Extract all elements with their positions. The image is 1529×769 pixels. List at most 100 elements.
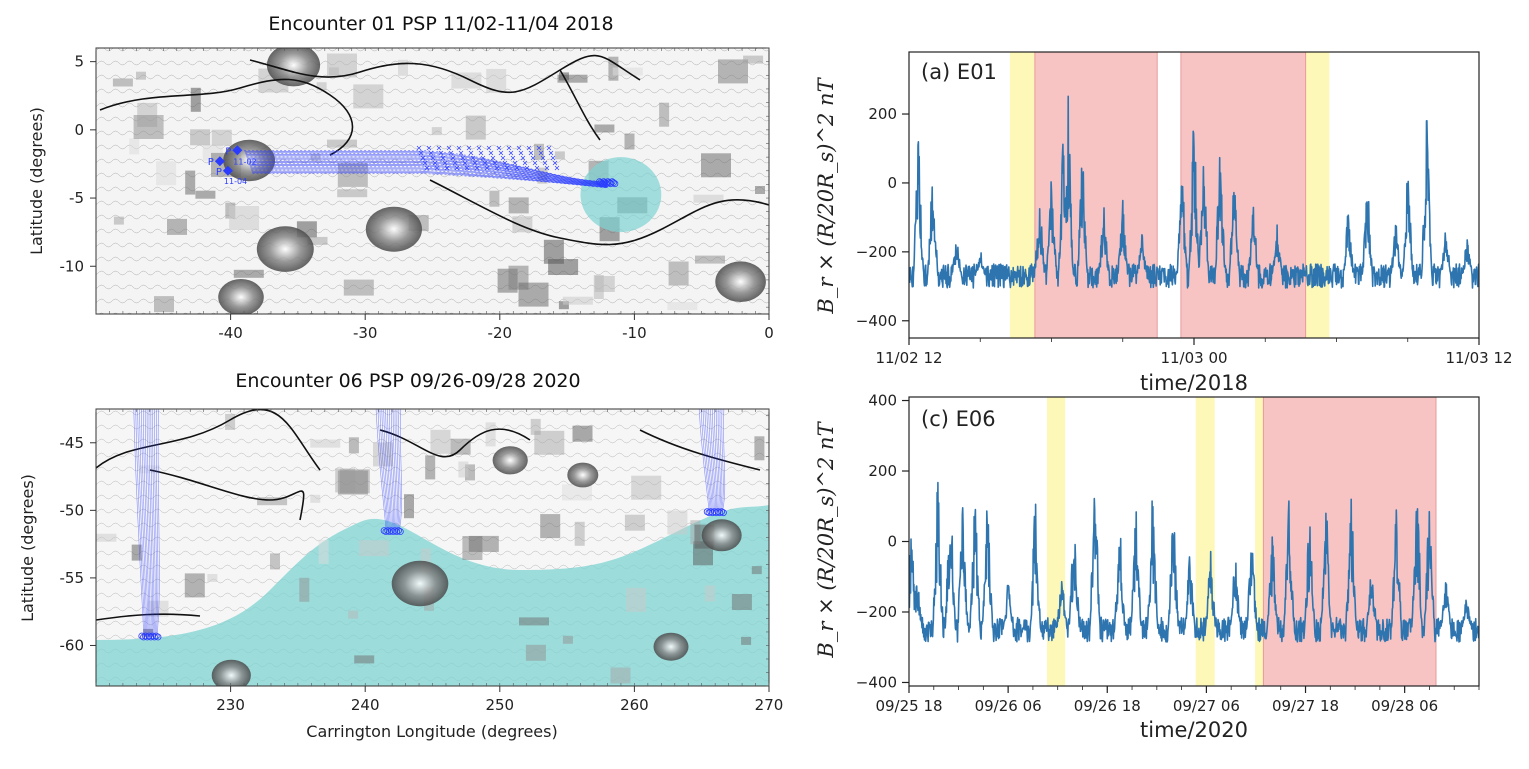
field-block — [316, 82, 327, 91]
field-line — [715, 409, 720, 512]
yellow-interval-band — [1047, 397, 1066, 686]
field-line — [379, 409, 389, 531]
field-line — [398, 409, 402, 531]
source-surface-marker: × — [530, 153, 537, 162]
footpoint-circle — [716, 509, 724, 517]
y-tick-label: 200 — [868, 105, 897, 123]
footpoint-circle — [140, 633, 148, 641]
source-surface-marker: × — [520, 153, 527, 162]
y-tick-label: −400 — [856, 673, 897, 691]
field-line — [244, 150, 608, 182]
source-surface-marker: × — [518, 148, 525, 157]
field-block — [353, 84, 384, 109]
field-block — [667, 302, 698, 311]
field-block — [354, 655, 375, 664]
y-tick-label: −200 — [856, 243, 897, 261]
field-line — [248, 162, 608, 186]
field-line — [133, 409, 145, 637]
field-line — [137, 409, 147, 637]
footpoint-circle — [152, 632, 160, 640]
field-line — [155, 409, 159, 637]
field-line — [248, 163, 608, 186]
y-tick-label: 0 — [887, 174, 897, 192]
map2-title: Encounter 06 PSP 09/26-09/28 2020 — [235, 370, 580, 392]
footpoint-circle — [705, 509, 713, 517]
field-line — [144, 409, 151, 637]
x-tick-label: 240 — [351, 696, 380, 714]
field-line — [252, 172, 608, 188]
field-block — [667, 510, 688, 535]
source-surface-marker: × — [524, 163, 531, 172]
footpoint-circle — [386, 528, 393, 535]
source-surface-marker: × — [484, 163, 491, 172]
field-block — [131, 544, 142, 561]
field-block — [558, 301, 569, 310]
field-block — [562, 484, 592, 501]
field-block — [562, 296, 593, 305]
source-surface-marker: × — [532, 158, 539, 167]
x-tick-label: 09/27 06 — [1173, 697, 1240, 715]
field-block — [731, 594, 752, 610]
field-block — [310, 439, 341, 448]
y-tick-label: -10 — [60, 257, 85, 275]
source-surface-marker: × — [460, 153, 467, 162]
field-block — [486, 68, 507, 93]
field-block — [113, 216, 124, 225]
field-block — [133, 115, 164, 139]
field-blob — [365, 206, 422, 252]
neutral-line — [379, 428, 531, 458]
footpoint-circle — [387, 527, 395, 534]
timeseries-a-ylabel: B_r × (R/20R_s)^2 nT — [814, 76, 838, 314]
neutral-line — [149, 469, 305, 521]
source-surface-marker: × — [420, 153, 427, 162]
field-blob — [391, 560, 449, 607]
field-line — [383, 409, 391, 531]
field-line — [385, 409, 392, 531]
source-surface-marker: × — [498, 148, 505, 157]
psp-date: 11-02 — [233, 157, 256, 166]
map2-background — [96, 409, 769, 686]
map1-ylabel: Latitude (degrees) — [27, 107, 46, 255]
source-surface-marker: × — [472, 158, 479, 167]
footpoint-circle — [147, 633, 155, 641]
field-block — [343, 279, 374, 296]
field-line — [148, 409, 153, 637]
timeseries-c-ylabel: B_r × (R/20R_s)^2 nT — [814, 420, 838, 658]
source-surface-marker: × — [424, 163, 431, 172]
source-surface-marker: × — [542, 158, 549, 167]
source-surface-marker: × — [544, 163, 551, 172]
field-block — [270, 553, 280, 570]
field-block — [557, 74, 588, 83]
field-block — [668, 261, 689, 286]
x-tick-label: -20 — [488, 324, 513, 342]
neutral-line — [249, 54, 641, 94]
field-block — [156, 161, 177, 186]
field-block — [718, 59, 748, 84]
source-surface-marker: × — [452, 158, 459, 167]
psp-position-marker — [232, 145, 243, 156]
footpoint-circle — [709, 509, 716, 517]
field-block — [211, 129, 232, 146]
field-line — [139, 409, 148, 637]
footpoint-circle — [138, 632, 146, 640]
field-block — [554, 151, 565, 160]
footpoint-circle — [150, 633, 158, 641]
source-surface-marker: × — [426, 143, 433, 152]
source-surface-marker: × — [468, 148, 475, 157]
field-line — [150, 409, 155, 637]
source-surface-marker: × — [502, 158, 509, 167]
panel-a-label: (a) E01 — [921, 60, 997, 84]
field-line — [394, 409, 398, 531]
source-surface-marker: × — [514, 163, 521, 172]
source-surface-marker: × — [456, 143, 463, 152]
field-blob — [492, 446, 528, 475]
field-block — [359, 540, 389, 557]
source-surface-marker: × — [552, 158, 559, 167]
footpoint-circle — [718, 508, 725, 516]
field-line — [717, 409, 721, 512]
field-line — [698, 409, 710, 512]
field-line — [252, 173, 608, 189]
footpoint-circle — [391, 527, 399, 534]
yellow-interval-band — [1255, 397, 1264, 686]
footpoint-circle — [143, 633, 151, 641]
